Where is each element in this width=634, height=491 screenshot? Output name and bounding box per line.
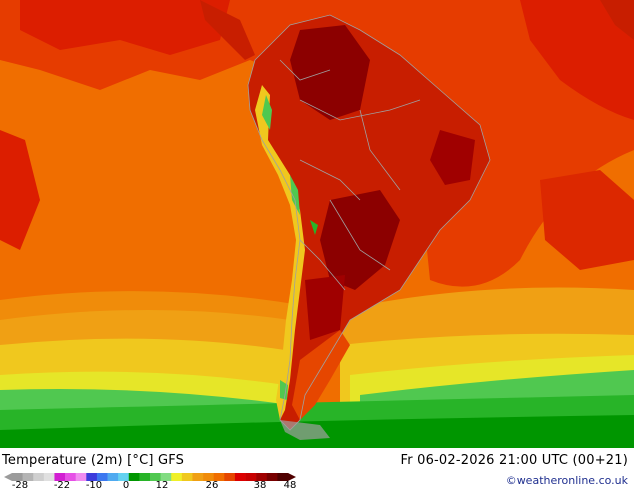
scale-swatch	[96, 473, 108, 481]
chaco-hot-core	[320, 190, 400, 290]
patagonia-warm	[292, 330, 350, 420]
scale-swatch	[245, 473, 257, 481]
map-footer: Temperature (2m) [°C] GFS Fr 06-02-2026 …	[0, 448, 634, 491]
warm-ocean-north	[0, 0, 634, 287]
hot-ocean-nw	[20, 0, 230, 55]
amazon-hot-core	[290, 25, 370, 120]
scale-tick-label: 0	[122, 480, 130, 491]
scale-swatch	[192, 473, 204, 481]
map-datetime: Fr 06-02-2026 21:00 UTC (00+21)	[400, 453, 628, 468]
scale-swatch	[181, 473, 193, 481]
scale-swatch	[266, 473, 278, 481]
scale-swatch	[107, 473, 119, 481]
central-america	[200, 0, 255, 60]
pampas-hot	[305, 275, 345, 340]
hot-ocean-west	[0, 130, 40, 250]
scale-swatch	[171, 473, 183, 481]
temperature-map	[0, 0, 634, 448]
tierra-del-fuego	[280, 420, 330, 440]
brazil-east-hot	[430, 130, 475, 185]
hot-ocean-east	[540, 170, 634, 270]
scale-swatch	[43, 473, 55, 481]
scale-cap-right	[288, 473, 296, 481]
scale-swatch	[12, 473, 23, 481]
color-scale	[4, 473, 296, 481]
scale-swatch	[75, 473, 87, 481]
scale-tick-label: -28	[11, 480, 29, 491]
scale-tick-label: 38	[253, 480, 267, 491]
scale-swatch	[54, 473, 66, 481]
scale-swatch	[160, 473, 172, 481]
scale-swatch	[234, 473, 246, 481]
scale-swatch	[33, 473, 45, 481]
scale-swatch	[213, 473, 225, 481]
hot-ocean-ne	[520, 0, 634, 120]
scale-swatch	[203, 473, 214, 481]
scale-tick-label: 26	[205, 480, 219, 491]
credit-link[interactable]: ©weatheronline.co.uk	[505, 474, 628, 487]
scale-tick-label: -10	[85, 480, 103, 491]
andes-green-patch-central	[290, 175, 300, 215]
scale-tick-label: 12	[155, 480, 169, 491]
andes-green-patch-north	[262, 95, 272, 130]
scale-tick-label: -22	[53, 480, 71, 491]
scale-swatch	[22, 473, 34, 481]
map-title: Temperature (2m) [°C] GFS	[2, 453, 185, 468]
scale-swatch	[86, 473, 98, 481]
scale-swatch	[128, 473, 140, 481]
scale-swatch	[224, 473, 236, 481]
scale-swatch	[65, 473, 76, 481]
scale-swatch	[150, 473, 161, 481]
africa-edge	[600, 0, 634, 40]
country-borders	[247, 14, 491, 431]
scale-swatch	[256, 473, 268, 481]
scale-swatch	[118, 473, 130, 481]
scale-swatch	[277, 473, 289, 481]
scale-cap-left	[4, 473, 12, 481]
andes-green-patch-south	[310, 220, 318, 235]
patagonia-green	[280, 380, 288, 400]
scale-tick-label: 48	[283, 480, 297, 491]
andes-cool-strip	[255, 85, 305, 420]
scale-swatch	[139, 473, 151, 481]
